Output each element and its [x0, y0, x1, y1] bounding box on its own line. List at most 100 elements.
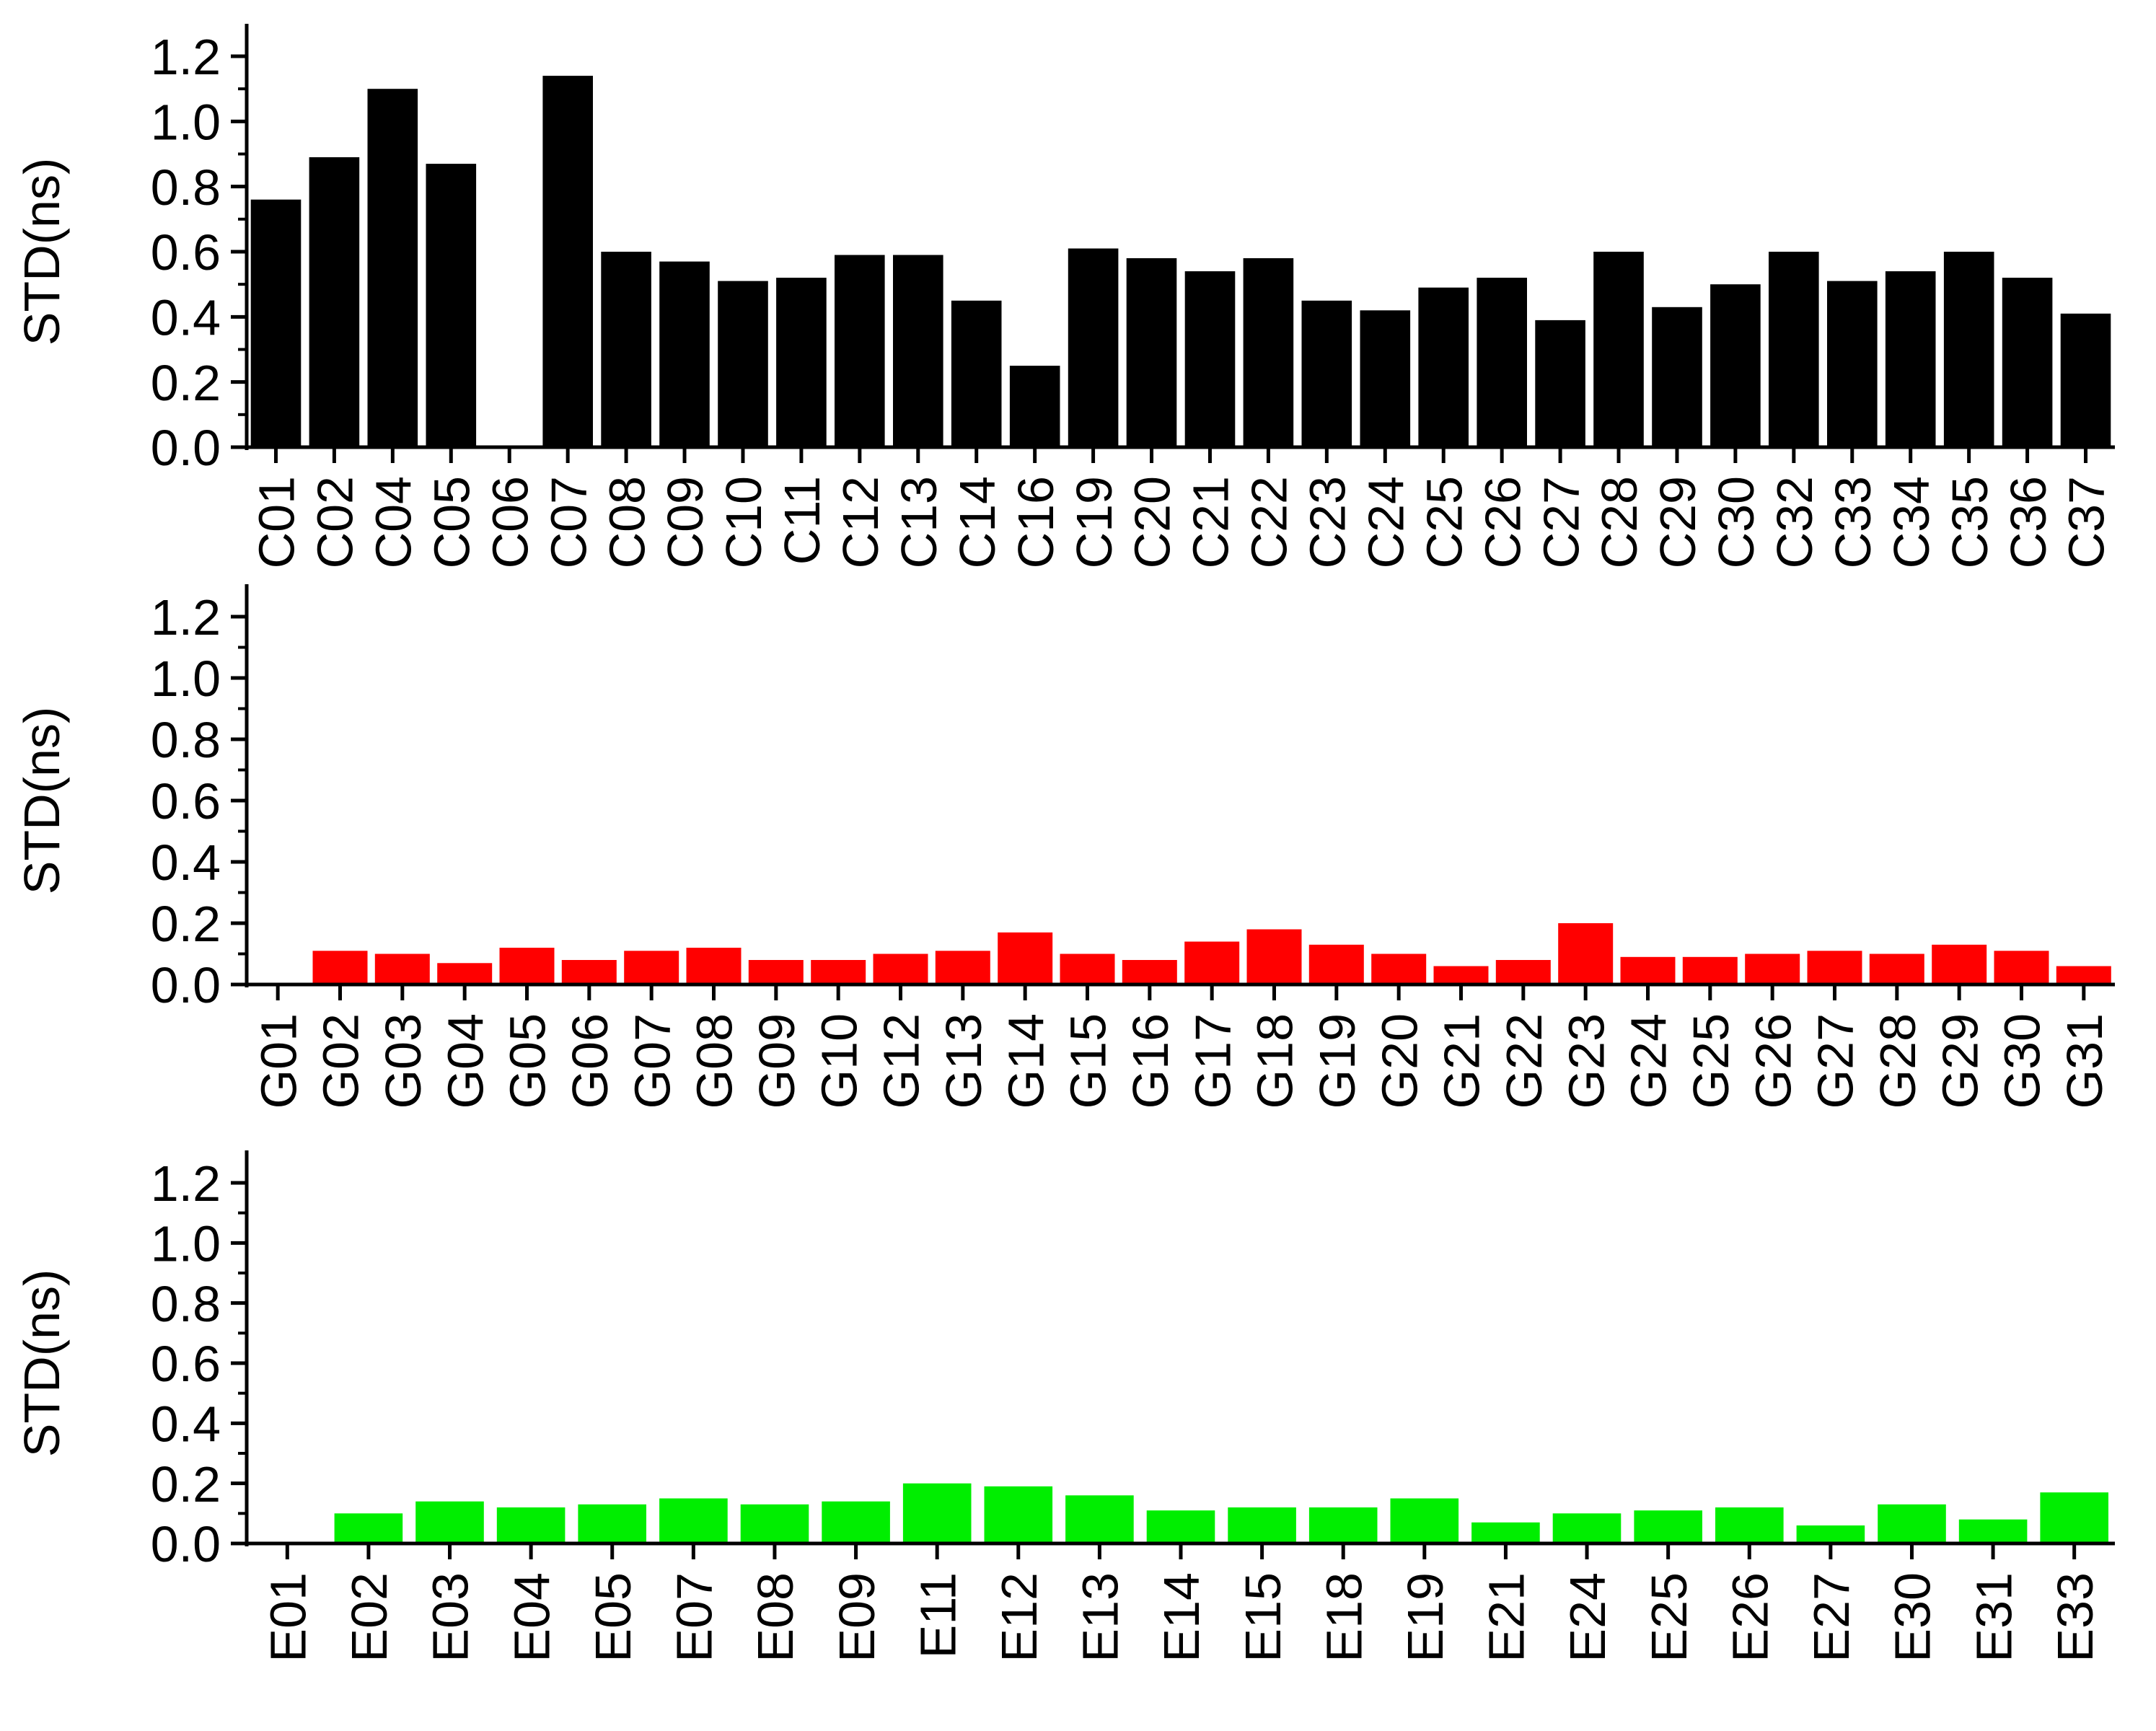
x-tick-label-E31: E31 — [1966, 1572, 2022, 1662]
x-tick-label-G04: G04 — [437, 1013, 493, 1109]
x-tick-label-G06: G06 — [562, 1013, 618, 1109]
x-tick-label-E02: E02 — [341, 1572, 397, 1662]
bar-G17 — [1184, 941, 1240, 985]
y-tick-label: 0.2 — [151, 355, 221, 411]
bar-E21 — [1471, 1522, 1540, 1543]
x-tick-label-C23: C23 — [1300, 476, 1356, 568]
bar-G24 — [1620, 956, 1676, 985]
bar-E13 — [1065, 1495, 1134, 1543]
bar-G27 — [1807, 951, 1862, 985]
bar-G02 — [312, 951, 368, 985]
x-tick-label-C34: C34 — [1883, 476, 1940, 568]
bar-G30 — [1994, 951, 2049, 985]
x-tick-label-G17: G17 — [1184, 1013, 1241, 1109]
x-tick-label-C22: C22 — [1241, 476, 1298, 568]
x-tick-label-G22: G22 — [1496, 1013, 1552, 1109]
x-tick-label-G09: G09 — [749, 1013, 805, 1109]
y-axis-label: STD(ns) — [14, 707, 70, 895]
x-tick-label-C30: C30 — [1708, 476, 1764, 568]
bar-G26 — [1745, 953, 1800, 985]
bar-G13 — [935, 951, 990, 985]
x-tick-label-E21: E21 — [1479, 1572, 1535, 1662]
bar-C16 — [1009, 366, 1060, 447]
bar-C26 — [1477, 278, 1527, 447]
bar-E25 — [1634, 1510, 1702, 1543]
x-tick-label-C12: C12 — [832, 476, 889, 568]
bar-E05 — [578, 1504, 646, 1543]
x-tick-label-E27: E27 — [1803, 1572, 1860, 1662]
x-tick-label-C26: C26 — [1474, 476, 1531, 568]
bar-E33 — [2040, 1492, 2108, 1543]
bar-G25 — [1682, 956, 1738, 985]
x-tick-label-C11: C11 — [774, 476, 830, 565]
bar-C22 — [1243, 258, 1294, 447]
x-tick-label-G23: G23 — [1558, 1013, 1614, 1109]
bar-G12 — [873, 953, 928, 985]
bar-E26 — [1715, 1507, 1784, 1543]
x-tick-label-C36: C36 — [2000, 476, 2056, 568]
y-tick-label: 0.4 — [151, 1396, 221, 1453]
bar-E03 — [415, 1501, 484, 1543]
x-tick-label-E04: E04 — [503, 1572, 560, 1662]
bar-C27 — [1535, 320, 1585, 447]
y-tick-label: 0.4 — [151, 290, 221, 346]
x-tick-label-C25: C25 — [1416, 476, 1472, 568]
y-tick-label: 1.0 — [151, 1216, 221, 1272]
x-tick-label-C27: C27 — [1533, 476, 1589, 568]
x-tick-label-C13: C13 — [891, 476, 947, 568]
bar-E27 — [1796, 1525, 1865, 1543]
x-tick-label-C04: C04 — [366, 476, 422, 568]
bar-E12 — [984, 1486, 1053, 1543]
x-tick-label-C32: C32 — [1766, 476, 1823, 568]
x-tick-label-C20: C20 — [1125, 476, 1181, 568]
bar-G15 — [1060, 953, 1115, 985]
bar-G10 — [811, 960, 866, 985]
bar-G04 — [437, 963, 493, 985]
x-tick-label-G14: G14 — [998, 1013, 1054, 1109]
bar-E07 — [659, 1498, 728, 1543]
bar-E18 — [1308, 1507, 1378, 1543]
bar-C08 — [601, 252, 651, 447]
x-tick-label-E05: E05 — [585, 1572, 641, 1662]
bar-G19 — [1308, 944, 1364, 985]
x-tick-label-E11: E11 — [910, 1572, 966, 1658]
bar-C36 — [2002, 278, 2053, 447]
x-tick-label-G12: G12 — [874, 1013, 930, 1109]
x-tick-label-G31: G31 — [2056, 1013, 2113, 1109]
x-tick-label-G20: G20 — [1371, 1013, 1427, 1109]
y-axis-label: STD(ns) — [14, 1269, 70, 1458]
bar-E31 — [1958, 1519, 2028, 1543]
bar-G21 — [1433, 966, 1489, 985]
y-tick-label: 0.0 — [151, 420, 221, 476]
bar-E09 — [822, 1501, 890, 1543]
y-tick-label: 0.2 — [151, 1456, 221, 1512]
x-tick-label-G16: G16 — [1122, 1013, 1179, 1109]
x-tick-label-C10: C10 — [716, 476, 772, 568]
x-tick-label-E15: E15 — [1235, 1572, 1291, 1662]
x-tick-label-G27: G27 — [1808, 1013, 1864, 1109]
x-tick-label-E09: E09 — [829, 1572, 885, 1662]
bar-C14 — [951, 300, 1002, 448]
x-tick-label-E14: E14 — [1153, 1572, 1210, 1662]
x-tick-label-G02: G02 — [313, 1013, 369, 1109]
x-tick-label-E25: E25 — [1641, 1572, 1697, 1662]
bar-G07 — [624, 951, 679, 985]
x-tick-label-C06: C06 — [482, 476, 538, 568]
bar-C01 — [250, 199, 302, 447]
x-tick-label-G08: G08 — [687, 1013, 743, 1109]
bar-G29 — [1932, 944, 1987, 985]
x-tick-label-C29: C29 — [1650, 476, 1706, 568]
bar-E04 — [496, 1507, 566, 1543]
bar-G31 — [2056, 966, 2111, 985]
x-tick-label-E26: E26 — [1722, 1572, 1779, 1662]
x-tick-label-G19: G19 — [1309, 1013, 1365, 1109]
bar-C19 — [1068, 248, 1119, 447]
chart-panel-1: 0.0 0.2 0.4 0.6 0.8 1.0 1.2 STD(ns) C01 C02 C04 C05… — [14, 24, 2115, 568]
x-tick-label-C33: C33 — [1825, 476, 1881, 568]
y-tick-label: 0.2 — [151, 896, 221, 952]
x-tick-label-G15: G15 — [1060, 1013, 1117, 1109]
bar-C20 — [1126, 258, 1177, 447]
bar-C28 — [1593, 252, 1644, 447]
x-tick-label-G07: G07 — [624, 1013, 680, 1109]
